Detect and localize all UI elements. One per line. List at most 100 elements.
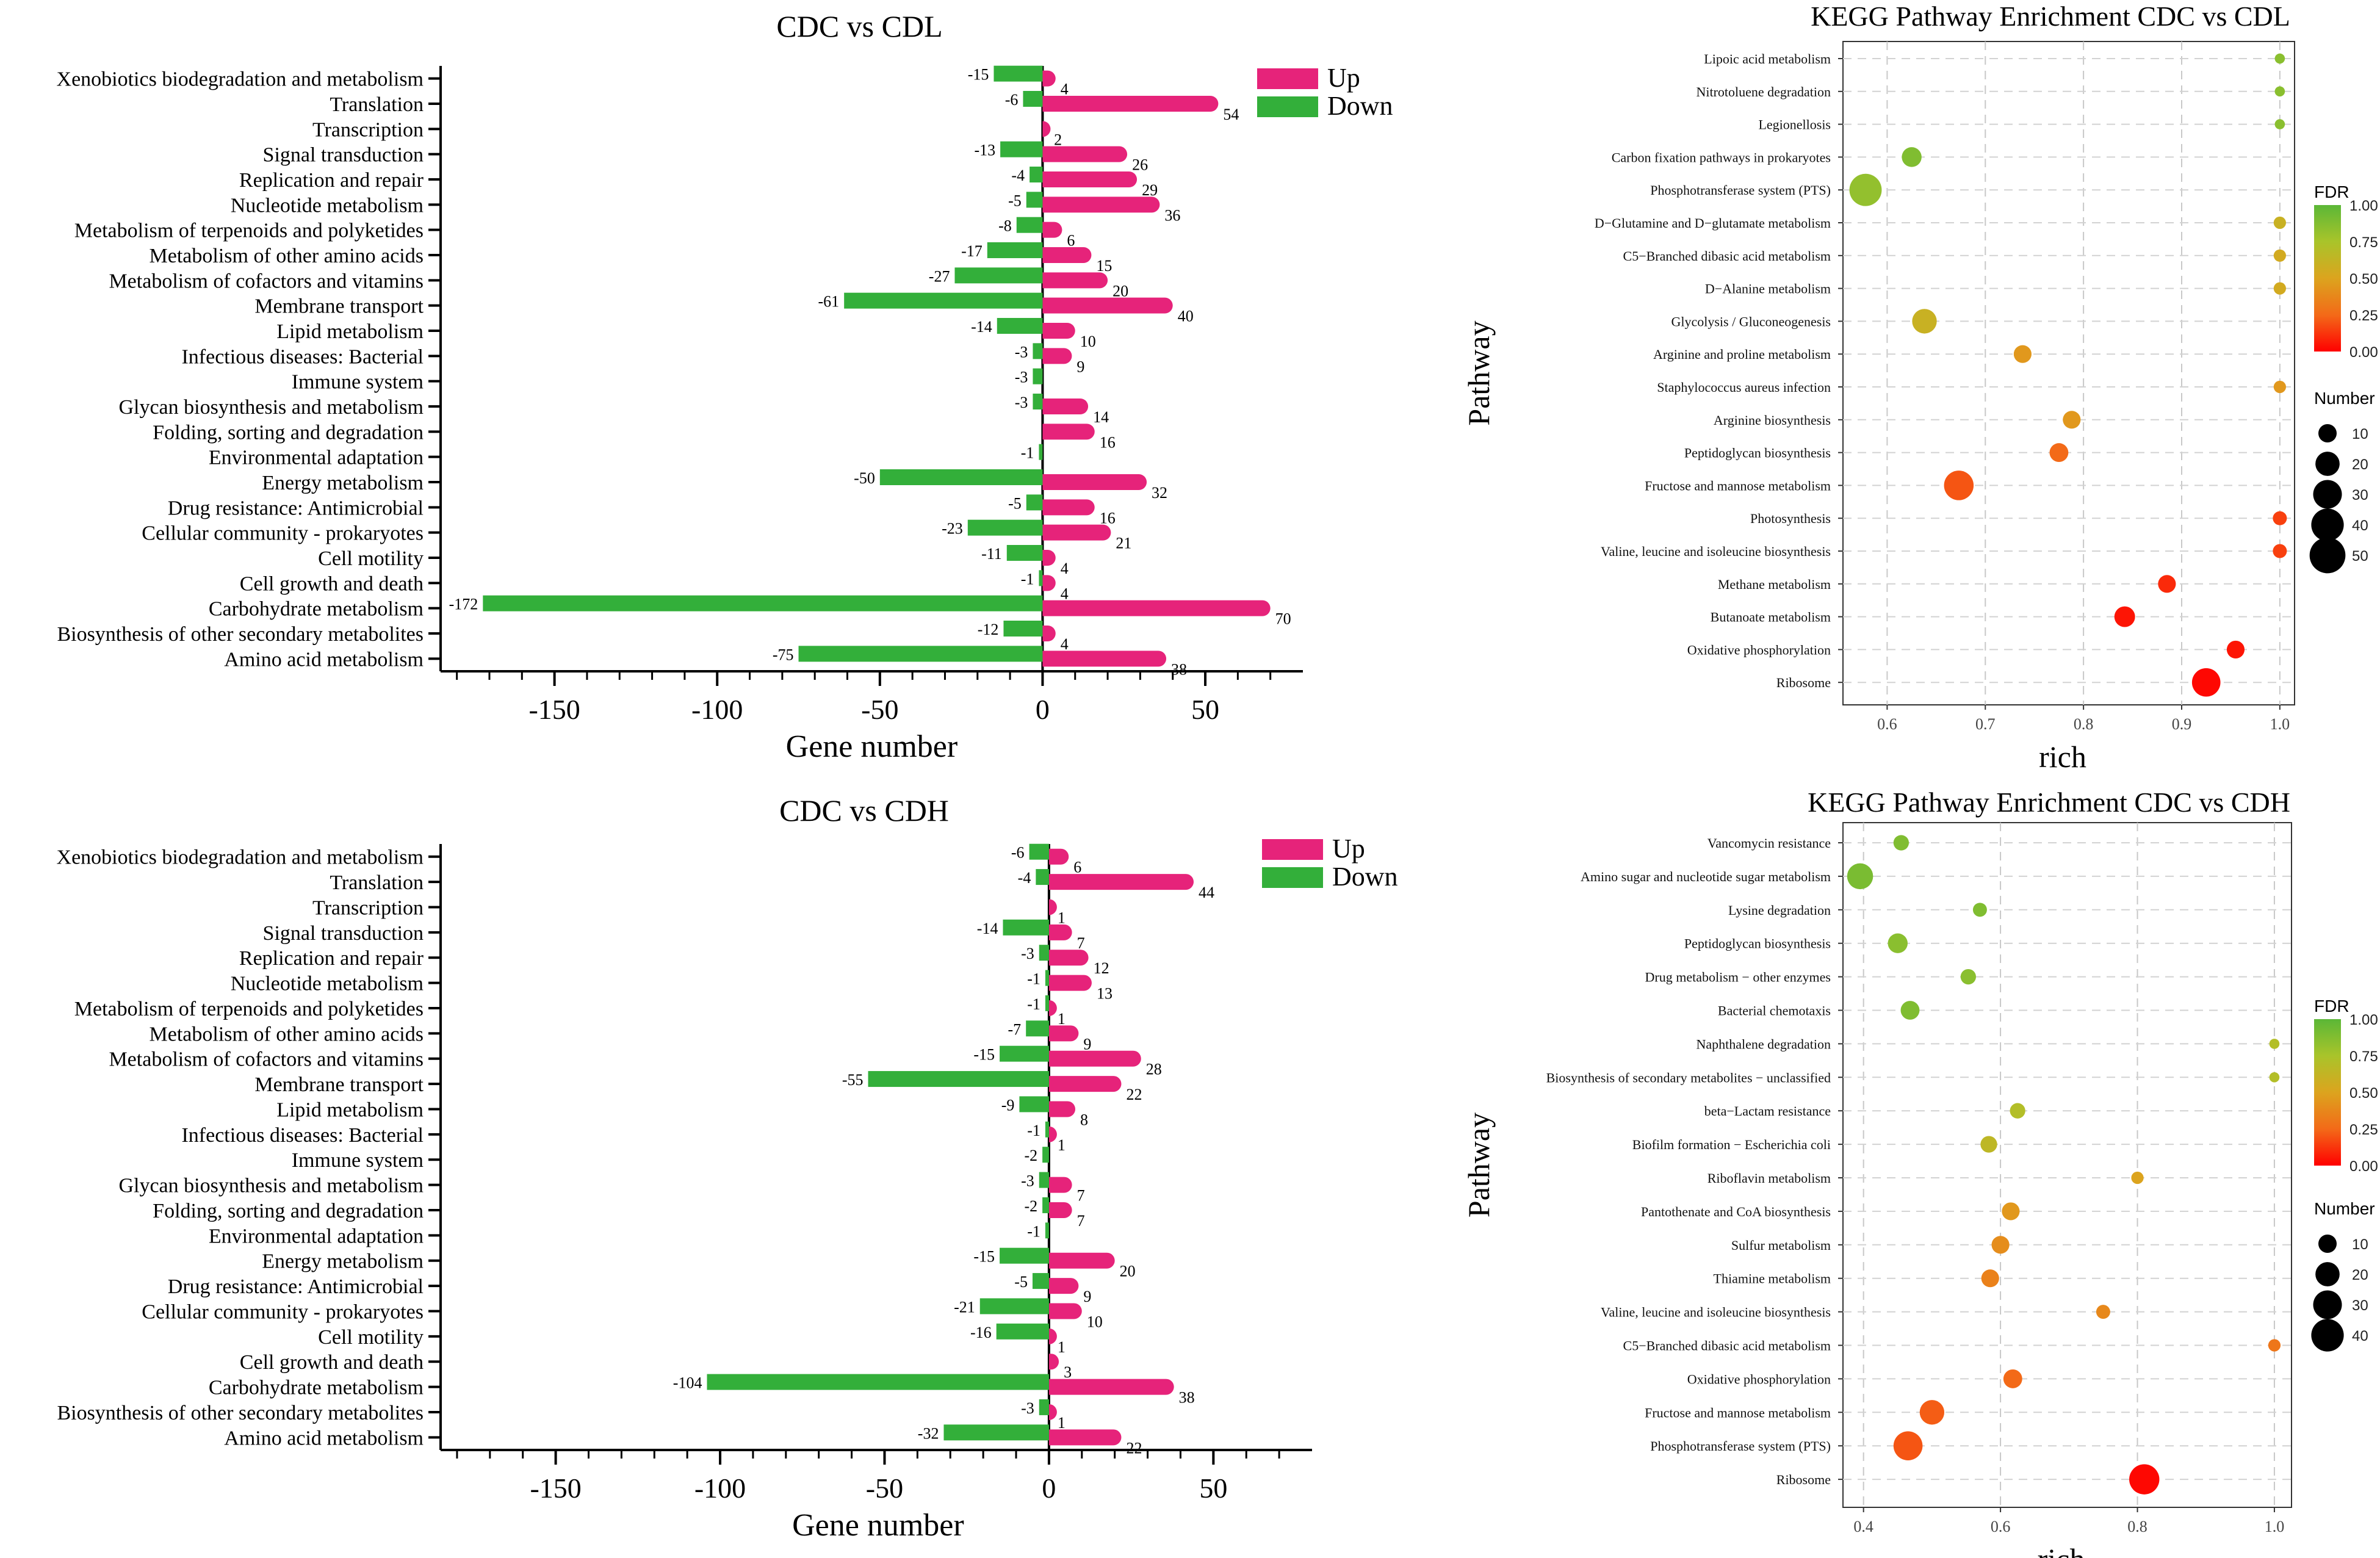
down-value-label: -12	[978, 621, 999, 638]
fdr-tick-label: 0.00	[2349, 1158, 2378, 1175]
pathway-label: Lysine degradation	[1728, 903, 1831, 918]
enrichment-point	[2191, 668, 2221, 697]
y-category-label: Membrane transport	[254, 1073, 424, 1096]
x-tick-label: -50	[866, 1473, 903, 1504]
enrichment-point	[2131, 1171, 2144, 1185]
up-value-label: 20	[1120, 1263, 1136, 1280]
pathway-label: beta−Lactam resistance	[1704, 1103, 1831, 1119]
down-bar	[979, 1298, 1049, 1315]
down-bar	[1033, 343, 1043, 359]
y-category-label: Nucleotide metabolism	[231, 973, 424, 995]
down-value-label: -4	[1011, 167, 1025, 184]
up-value-label: 16	[1100, 509, 1116, 527]
x-tick-label: -100	[691, 694, 743, 725]
pathway-label: Carbon fixation pathways in prokaryotes	[1612, 150, 1831, 165]
up-bar	[1048, 1025, 1079, 1042]
down-value-label: -172	[449, 596, 478, 613]
up-value-label: 1	[1058, 1136, 1066, 1154]
down-value-label: -6	[1011, 844, 1025, 862]
number-legend-dot	[2311, 508, 2344, 541]
pathway-label: Staphylococcus aureus infection	[1657, 380, 1831, 395]
down-bar	[1000, 1247, 1049, 1264]
down-bar	[1045, 995, 1049, 1011]
up-bar	[1042, 323, 1075, 339]
plot-panel	[1842, 822, 2292, 1508]
x-tick-label: -50	[861, 694, 898, 725]
up-bar	[1048, 1050, 1141, 1067]
pathway-label: Naphthalene degradation	[1696, 1036, 1831, 1051]
up-bar	[1042, 575, 1056, 591]
pathway-label: Ribosome	[1776, 1472, 1831, 1487]
up-bar	[1048, 1278, 1079, 1294]
down-bar	[987, 242, 1043, 258]
y-category-label: Lipid metabolism	[276, 320, 424, 343]
number-legend-label: 40	[2352, 518, 2368, 534]
number-legend-dot	[2315, 452, 2340, 476]
x-tick-label: -150	[528, 694, 580, 725]
fdr-legend-title: FDR	[2314, 182, 2349, 201]
up-bar	[1048, 848, 1069, 865]
up-value-label: 32	[1152, 484, 1167, 502]
down-value-label: -5	[1014, 1273, 1028, 1291]
enrichment-point	[2226, 640, 2245, 658]
x-tick-label: 0.6	[1877, 715, 1897, 733]
x-tick-label: 0.8	[2127, 1518, 2147, 1535]
y-category-label: Cell motility	[318, 547, 424, 570]
pathway-label: Glycolysis / Gluconeogenesis	[1671, 314, 1831, 329]
number-legend-label: 30	[2352, 487, 2368, 503]
up-value-label: 1	[1058, 1338, 1066, 1356]
pathway-label: Butanoate metabolism	[1711, 610, 1831, 625]
down-value-label: -50	[854, 469, 875, 487]
y-category-label: Glycan biosynthesis and metabolism	[118, 396, 424, 419]
number-legend-label: 10	[2352, 426, 2368, 442]
x-tick-label: 50	[1199, 1473, 1227, 1504]
enrichment-point	[2273, 544, 2287, 558]
up-value-label: 4	[1061, 585, 1069, 602]
fdr-tick-label: 0.25	[2349, 308, 2378, 324]
y-category-label: Transcription	[312, 896, 424, 919]
y-category-label: Membrane transport	[254, 295, 424, 318]
down-value-label: -8	[998, 217, 1012, 235]
chart-title: KEGG Pathway Enrichment CDC vs CDH	[1808, 787, 2290, 818]
pathway-label: Biosynthesis of secondary metabolites − …	[1546, 1070, 1831, 1085]
up-value-label: 9	[1083, 1288, 1091, 1305]
up-bar	[1042, 297, 1173, 314]
up-bar	[1048, 1177, 1072, 1193]
down-bar	[1030, 167, 1043, 182]
enrichment-point	[1893, 1431, 1923, 1460]
y-axis-title: Pathway	[1462, 320, 1496, 425]
x-tick-label: 0	[1042, 1473, 1056, 1504]
y-category-label: Replication and repair	[239, 947, 424, 970]
legend-up-label: Up	[1327, 63, 1360, 93]
down-bar	[1003, 919, 1049, 936]
enrichment-point	[2129, 1464, 2160, 1495]
up-bar	[1048, 874, 1194, 890]
y-category-label: Translation	[330, 871, 424, 894]
down-value-label: -5	[1008, 494, 1022, 512]
number-legend-title: Number	[2314, 1199, 2375, 1218]
up-value-label: 14	[1093, 408, 1109, 426]
x-tick-label: 0.6	[1991, 1518, 2011, 1535]
down-bar	[1045, 1222, 1049, 1239]
down-bar	[1039, 1172, 1049, 1188]
down-value-label: -61	[818, 293, 840, 311]
up-value-label: 13	[1097, 985, 1112, 1003]
down-bar	[1036, 869, 1049, 885]
down-bar	[879, 469, 1043, 485]
down-bar	[1042, 1147, 1049, 1163]
up-bar	[1048, 1328, 1057, 1344]
up-value-label: 7	[1077, 1187, 1085, 1205]
up-bar	[1048, 1379, 1174, 1395]
up-value-label: 6	[1073, 859, 1081, 876]
y-category-label: Metabolism of terpenoids and polyketides	[74, 998, 424, 1020]
x-tick-label: 50	[1191, 694, 1219, 725]
down-value-label: -55	[842, 1071, 864, 1089]
up-value-label: 7	[1077, 1212, 1085, 1230]
down-value-label: -7	[1008, 1020, 1022, 1038]
down-value-label: -3	[1021, 1172, 1034, 1190]
y-category-label: Carbohydrate metabolism	[209, 1377, 424, 1399]
down-bar	[1026, 192, 1043, 208]
pathway-label: Arginine biosynthesis	[1714, 413, 1831, 428]
up-value-label: 15	[1096, 257, 1112, 275]
down-value-label: -6	[1005, 91, 1019, 109]
